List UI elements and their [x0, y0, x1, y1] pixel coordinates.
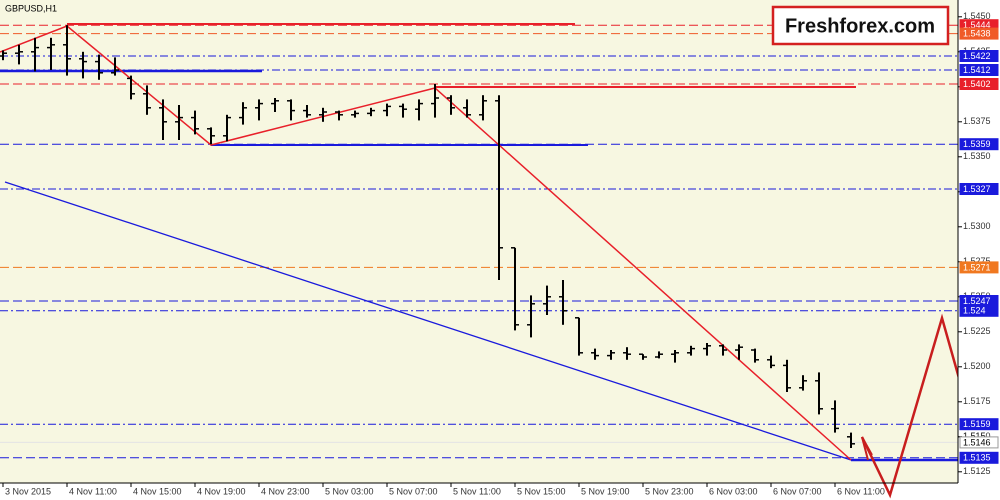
x-tick-label: 4 Nov 19:00 [197, 486, 246, 496]
level-label: 1.5327 [963, 184, 991, 194]
y-tick-label: 1.5225 [963, 326, 991, 336]
chart-title: GBPUSD,H1 [5, 3, 57, 13]
level-label: 1.5135 [963, 453, 991, 463]
y-tick-label: 1.5200 [963, 361, 991, 371]
arrow-tail [861, 436, 873, 461]
y-tick-label: 1.5350 [963, 151, 991, 161]
level-label: 1.5359 [963, 139, 991, 149]
y-tick-label: 1.5300 [963, 221, 991, 231]
y-tick-label: 1.5450 [963, 11, 991, 21]
level-label: 1.5422 [963, 51, 991, 61]
level-label: 1.5402 [963, 79, 991, 89]
y-tick-label: 1.5275 [963, 256, 991, 266]
level-label-box [959, 27, 999, 40]
level-label-box [959, 64, 999, 76]
x-tick-label: 5 Nov 19:00 [581, 486, 630, 496]
level-label-box [959, 304, 999, 317]
level-label-box [959, 436, 999, 449]
level-label-box [959, 418, 999, 431]
level-label-box [959, 183, 999, 195]
x-tick-label: 4 Nov 11:00 [69, 486, 117, 496]
x-tick-label: 4 Nov 23:00 [261, 486, 310, 496]
y-tick-label: 1.5150 [963, 431, 991, 441]
x-tick-label: 4 Nov 15:00 [133, 486, 182, 496]
x-tick-label: 5 Nov 07:00 [389, 486, 438, 496]
level-label: 1.5146 [963, 437, 991, 447]
x-tick-label: 5 Nov 15:00 [517, 486, 566, 496]
level-label: 1.5247 [963, 296, 991, 306]
x-tick-label: 6 Nov 11:00 [837, 486, 885, 496]
y-tick-label: 1.5125 [963, 466, 991, 476]
trend-line [4, 181, 852, 461]
level-label-box [959, 451, 999, 464]
level-label: 1.5412 [963, 65, 991, 75]
level-label: 1.524 [963, 306, 986, 316]
x-tick-label: 6 Nov 03:00 [709, 486, 758, 496]
level-label: 1.5271 [963, 262, 991, 272]
logo-box [771, 5, 950, 46]
level-label-box [959, 138, 999, 151]
x-tick-label: 5 Nov 03:00 [325, 486, 374, 496]
y-tick-label: 1.5175 [963, 396, 991, 406]
bars [0, 25, 855, 448]
level-label: 1.5444 [963, 20, 991, 30]
x-tick-label: 6 Nov 07:00 [773, 486, 822, 496]
level-label-box [959, 50, 999, 62]
level-label: 1.5159 [963, 419, 991, 429]
y-tick-label: 1.5375 [963, 116, 991, 126]
y-tick-label: 1.515 [963, 431, 986, 441]
x-tick-label: 5 Nov 23:00 [645, 486, 694, 496]
x-tick-label: 3 Nov 2015 [5, 486, 51, 496]
level-label-box [959, 78, 999, 90]
level-label: 1.5438 [963, 28, 991, 38]
logo: Freshforex.com [785, 15, 935, 37]
plot-area [0, 0, 958, 483]
level-label-box [959, 261, 999, 274]
x-tick-label: 5 Nov 11:00 [453, 486, 501, 496]
